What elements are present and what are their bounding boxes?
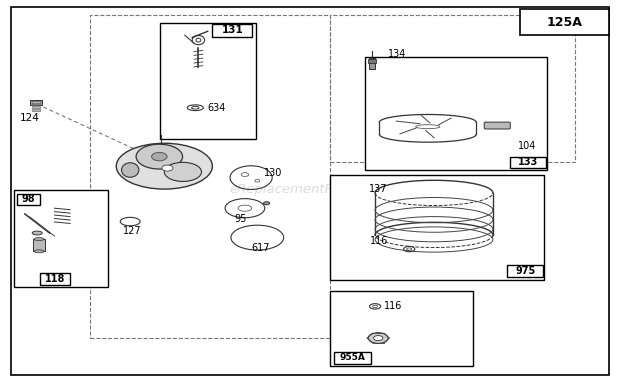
Ellipse shape	[34, 238, 44, 241]
Text: 634: 634	[208, 103, 226, 113]
Bar	[212, 24, 252, 37]
FancyBboxPatch shape	[484, 122, 510, 129]
Text: 975: 975	[515, 266, 535, 276]
Ellipse shape	[373, 336, 383, 341]
Ellipse shape	[122, 163, 139, 177]
Text: 116: 116	[370, 236, 389, 246]
Bar	[90, 15, 330, 338]
Text: 125A: 125A	[546, 16, 582, 29]
Bar	[330, 291, 473, 366]
Bar	[160, 23, 256, 139]
Bar	[32, 101, 40, 103]
Ellipse shape	[164, 162, 202, 181]
Bar	[330, 15, 575, 162]
Bar	[365, 57, 547, 170]
Bar	[520, 9, 609, 35]
Text: 118: 118	[45, 274, 65, 284]
Ellipse shape	[34, 250, 44, 253]
Bar	[32, 106, 40, 108]
Text: 617: 617	[251, 243, 270, 253]
Text: 95: 95	[234, 214, 247, 223]
Text: 127: 127	[123, 226, 141, 236]
Bar	[40, 273, 70, 285]
Text: 116: 116	[384, 301, 403, 311]
Text: 130: 130	[264, 168, 282, 178]
Ellipse shape	[117, 143, 212, 189]
Ellipse shape	[368, 333, 388, 343]
Ellipse shape	[162, 165, 173, 171]
Text: 955A: 955A	[339, 353, 365, 363]
Bar	[32, 104, 40, 105]
Bar	[17, 194, 40, 205]
Text: 133: 133	[518, 157, 538, 167]
Ellipse shape	[32, 231, 42, 235]
Bar	[32, 109, 40, 111]
Text: 137: 137	[369, 184, 388, 194]
Bar	[369, 58, 375, 69]
Ellipse shape	[264, 202, 270, 205]
Text: 98: 98	[22, 194, 35, 204]
Ellipse shape	[151, 152, 167, 161]
Bar	[33, 239, 45, 251]
Text: 104: 104	[518, 141, 537, 151]
Text: 124: 124	[20, 113, 40, 123]
Bar	[30, 100, 42, 105]
Text: eReplacementParts.com: eReplacementParts.com	[229, 183, 391, 196]
Text: 134: 134	[388, 49, 406, 59]
Bar	[368, 59, 376, 63]
Bar	[330, 175, 544, 280]
Bar	[14, 190, 108, 287]
Bar	[510, 157, 546, 168]
Bar	[334, 352, 371, 364]
Ellipse shape	[136, 144, 183, 169]
Bar	[507, 265, 543, 277]
Text: 131: 131	[221, 25, 243, 36]
